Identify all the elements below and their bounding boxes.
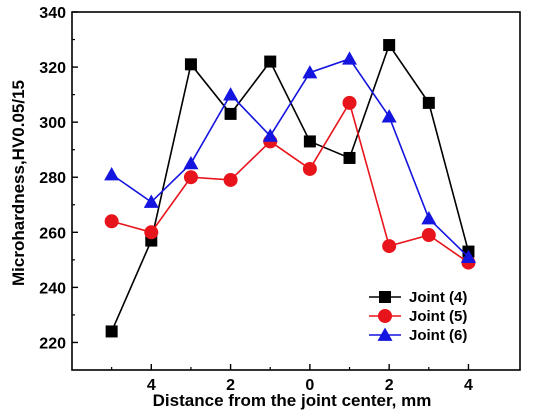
marker-triangle [377, 327, 393, 341]
marker-triangle [460, 249, 476, 263]
x-axis-title: Distance from the joint center, mm [153, 391, 432, 410]
y-axis-title: Microhardness,HV0.05/15 [9, 80, 28, 286]
marker-triangle [302, 65, 318, 79]
axis-ticks: 220 240 260 280 300 320 340 4 2 0 2 4 [39, 5, 473, 394]
series-line [111, 100, 469, 264]
plot-area [71, 11, 521, 371]
y-tick-label: 260 [39, 225, 66, 242]
marker-triangle [143, 194, 159, 208]
series-line [111, 57, 470, 258]
marker-square [264, 55, 277, 68]
y-tick-label: 240 [39, 280, 66, 297]
legend-label: Joint (4) [409, 289, 467, 306]
marker-triangle [183, 155, 199, 170]
legend: Joint (4) Joint (5) Joint (6) [369, 289, 467, 344]
marker-circle [223, 172, 238, 187]
marker-circle [382, 239, 397, 254]
marker-triangle [262, 128, 278, 142]
marker-circle [144, 225, 159, 240]
marker-square [383, 39, 396, 52]
series-3 [104, 51, 476, 263]
y-tick-label: 220 [39, 335, 66, 352]
x-tick-label: 4 [464, 377, 473, 394]
marker-square [184, 58, 197, 71]
marker-square [303, 135, 316, 148]
marker-triangle [104, 166, 120, 181]
marker-square [422, 96, 435, 109]
marker-square [343, 151, 356, 164]
marker-triangle [342, 51, 358, 65]
legend-item-3: Joint (6) [369, 327, 467, 344]
x-tick-label: 4 [147, 377, 156, 394]
marker-circle [342, 95, 357, 110]
data-series [104, 39, 476, 338]
plot-frame [71, 11, 521, 371]
marker-circle [183, 170, 198, 185]
y-tick-label: 340 [39, 5, 66, 22]
marker-circle [421, 228, 436, 243]
y-tick-label: 280 [39, 170, 66, 187]
series-2 [104, 95, 476, 270]
marker-triangle [223, 87, 239, 101]
x-tick-label: 0 [305, 377, 314, 394]
series-line [110, 43, 470, 332]
legend-item-2: Joint (5) [369, 308, 467, 325]
x-tick-label: 2 [226, 377, 235, 394]
y-tick-label: 300 [39, 115, 66, 132]
legend-label: Joint (5) [409, 308, 467, 325]
y-tick-label: 320 [39, 60, 66, 77]
legend-label: Joint (6) [409, 327, 467, 344]
legend-item-1: Joint (4) [369, 289, 467, 306]
marker-circle [104, 214, 119, 229]
marker-square [379, 291, 391, 303]
marker-square [224, 107, 237, 120]
marker-square [105, 325, 118, 338]
x-tick-label: 2 [385, 377, 394, 394]
marker-circle [302, 161, 317, 176]
marker-triangle [421, 211, 437, 225]
marker-triangle [381, 109, 397, 123]
marker-circle [378, 309, 392, 323]
